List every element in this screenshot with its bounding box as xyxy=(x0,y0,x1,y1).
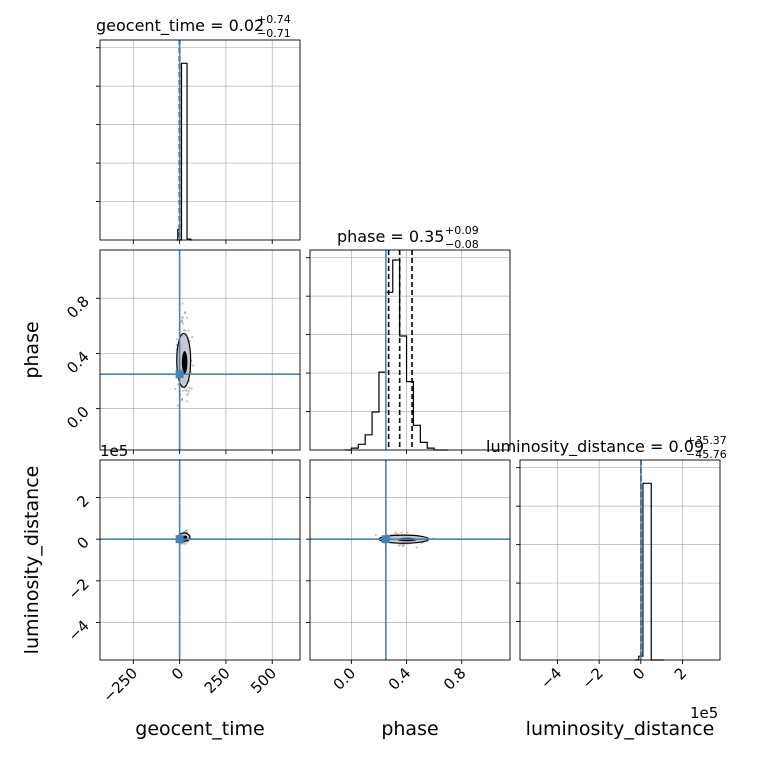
phase-vs-luminosity-distance-sample-point xyxy=(400,531,403,534)
geocent-time-vs-luminosity-distance-contour-inner xyxy=(182,535,188,540)
title-phase-plus: +0.09 xyxy=(445,224,479,237)
geocent-time-vs-luminosity-distance-sample-point xyxy=(183,542,186,545)
phase-vs-luminosity-distance-sample-point xyxy=(415,546,418,549)
luminosity-distance-hist-xticklabel-0: −4 xyxy=(537,664,565,692)
geocent-time-hist-histogram xyxy=(175,62,193,241)
geocent-time-vs-phase-sample-point xyxy=(185,389,188,392)
geocent-time-vs-phase-sample-point xyxy=(181,397,184,400)
geocent-time-vs-phase-sample-point xyxy=(188,386,191,390)
phase-vs-luminosity-distance-sample-point xyxy=(395,532,398,535)
geocent-time-vs-phase-sample-point xyxy=(186,393,189,397)
title-geocent-time: geocent_time = 0.02 xyxy=(96,16,264,36)
geocent-time-vs-luminosity-distance-frame xyxy=(99,459,301,661)
geocent-time-vs-phase-sample-point xyxy=(182,316,185,319)
phase-vs-luminosity-distance-frame xyxy=(309,459,511,661)
geocent-time-vs-phase-sample-point xyxy=(181,322,185,325)
title-geocent-time-plus: +0.74 xyxy=(257,13,291,26)
geocent-time-vs-phase-sample-point xyxy=(185,316,189,319)
phase-hist-histogram xyxy=(344,259,448,451)
geocent-time-vs-luminosity-distance-xticklabel-1: 0 xyxy=(168,664,187,683)
xlabel-phase: phase xyxy=(381,718,438,740)
geocent-time-vs-phase-sample-point xyxy=(174,388,177,391)
phase-vs-luminosity-distance-xticklabel-2: 0.8 xyxy=(440,664,470,694)
geocent-time-vs-phase-sample-point xyxy=(187,392,190,395)
title-phase: phase = 0.35 xyxy=(337,227,444,246)
geocent-time-vs-luminosity-distance-xticklabel-0: −250 xyxy=(99,664,141,706)
geocent-time-vs-phase-yticklabel-2: 0.8 xyxy=(63,292,93,322)
phase-vs-luminosity-distance-sample-point xyxy=(397,544,400,547)
title-geocent-time-minus: −0.71 xyxy=(257,27,291,40)
geocent-time-vs-phase-yticklabel-0: 0.0 xyxy=(63,403,93,433)
geocent-time-vs-phase-sample-point xyxy=(191,335,194,339)
geocent-time-vs-phase-sample-point xyxy=(187,389,190,393)
geocent-time-vs-phase-sample-point xyxy=(181,302,184,305)
panel-luminosity-distance-hist: −4 −2 0 2 xyxy=(516,459,721,692)
geocent-time-vs-luminosity-distance-yticklabel-0: −4 xyxy=(64,617,92,645)
phase-vs-luminosity-distance-xticklabel-0: 0.0 xyxy=(330,664,360,694)
geocent-time-vs-phase-sample-point xyxy=(192,364,195,367)
geocent-time-vs-phase-sample-point xyxy=(176,404,179,407)
phase-vs-luminosity-distance-sample-point xyxy=(374,533,377,537)
geocent-time-vs-phase-sample-point xyxy=(182,389,185,392)
geocent-time-vs-phase-sample-point xyxy=(180,319,184,322)
panel-geocent-time-vs-luminosity-distance: −4 −2 0 2 −250 0 250 500 xyxy=(64,459,301,706)
phase-vs-luminosity-distance-truth-marker xyxy=(381,535,390,544)
geocent-time-vs-phase-sample-point xyxy=(182,329,186,332)
ylabel-phase: phase xyxy=(21,321,43,378)
offset-label-diag3-x: 1e5 xyxy=(690,704,718,722)
geocent-time-vs-luminosity-distance-yticklabel-3: 2 xyxy=(73,492,92,511)
geocent-time-vs-luminosity-distance-yticklabel-2: 0 xyxy=(73,533,92,552)
panel-phase-hist xyxy=(306,249,511,454)
title-luminosity-distance: luminosity_distance = 0.09 xyxy=(486,437,704,457)
panel-phase-vs-luminosity-distance: 0.0 0.4 0.8 xyxy=(306,459,511,694)
phase-vs-luminosity-distance-xticklabel-1: 0.4 xyxy=(385,664,415,694)
title-luminosity-distance-minus: −45.76 xyxy=(686,448,727,461)
luminosity-distance-hist-frame xyxy=(519,459,721,661)
geocent-time-vs-phase-sample-point xyxy=(179,320,183,324)
title-phase-minus: −0.08 xyxy=(445,238,479,251)
geocent-time-vs-luminosity-distance-xticklabel-3: 500 xyxy=(247,664,280,697)
geocent-time-vs-phase-sample-point xyxy=(190,387,193,390)
geocent-time-vs-phase-frame xyxy=(99,249,301,451)
xlabel-geocent-time: geocent_time xyxy=(135,718,264,740)
geocent-time-vs-phase-yticklabel-1: 0.4 xyxy=(63,348,93,378)
geocent-time-vs-phase-sample-point xyxy=(187,329,190,332)
offset-label-row3-y: 1e5 xyxy=(100,442,128,460)
geocent-time-vs-phase-sample-point xyxy=(183,312,186,315)
panel-geocent-time-vs-phase: 0.0 0.4 0.8 xyxy=(63,249,301,454)
phase-vs-luminosity-distance-sample-point xyxy=(406,531,409,534)
geocent-time-vs-luminosity-distance-truth-marker xyxy=(175,535,184,544)
geocent-time-vs-phase-contour-inner xyxy=(181,351,188,374)
luminosity-distance-hist-xticklabel-1: −2 xyxy=(579,664,607,692)
geocent-time-vs-phase-truth-marker xyxy=(175,370,184,379)
xlabel-luminosity-distance: luminosity_distance xyxy=(526,718,715,740)
phase-vs-luminosity-distance-sample-point xyxy=(402,544,405,548)
luminosity-distance-hist-histogram xyxy=(634,482,664,661)
geocent-time-vs-phase-sample-point xyxy=(185,400,188,403)
title-luminosity-distance-plus: +35.37 xyxy=(686,434,727,447)
panel-geocent-time-hist xyxy=(96,39,301,244)
geocent-time-hist-frame xyxy=(99,39,301,241)
luminosity-distance-hist-xticklabel-2: 0 xyxy=(629,664,648,683)
geocent-time-vs-phase-sample-point xyxy=(175,337,179,341)
ylabel-luminosity-distance: luminosity_distance xyxy=(21,466,43,655)
geocent-time-vs-luminosity-distance-yticklabel-1: −2 xyxy=(64,575,92,603)
geocent-time-vs-luminosity-distance-xticklabel-2: 250 xyxy=(201,664,234,697)
phase-hist-frame xyxy=(309,249,511,451)
luminosity-distance-hist-xticklabel-3: 2 xyxy=(671,664,690,683)
